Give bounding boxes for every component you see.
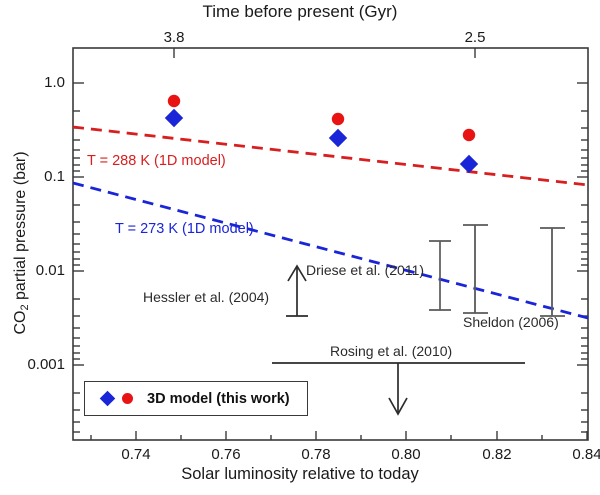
constraint-sheldon-2006-bar-b <box>540 227 565 317</box>
data-point-red-2 <box>331 112 345 126</box>
y-tick-label-0-01: 0.01 <box>35 262 65 279</box>
curve-label-273k: T = 273 K (1D model) <box>115 221 254 237</box>
x-tick-label-0-84: 0.84 <box>572 446 600 463</box>
trend-line-288k <box>72 125 589 187</box>
data-point-red-3 <box>462 128 476 142</box>
x-tick-label-0-78: 0.78 <box>301 446 331 463</box>
data-series-red-circles <box>167 94 476 142</box>
legend-blue-diamond-icon <box>99 390 116 407</box>
data-point-blue-2 <box>328 128 348 148</box>
annotation-driese-2011: Driese et al. (2011) <box>306 262 425 278</box>
data-point-red-1 <box>167 94 181 108</box>
top-axis-title: Time before present (Gyr) <box>202 2 398 21</box>
top-tick-label-2-5: 2.5 <box>464 29 486 46</box>
annotation-rosing-2010: Rosing et al. (2010) <box>330 343 453 359</box>
constraint-rosing-2010 <box>272 362 525 416</box>
axis-ticks <box>73 48 588 440</box>
bottom-axis-title: Solar luminosity relative to today <box>181 465 419 483</box>
data-series-blue-diamonds <box>164 108 479 174</box>
y-tick-label-0-001: 0.001 <box>27 356 65 373</box>
y-tick-label-1-0: 1.0 <box>44 74 65 91</box>
x-tick-label-0-74: 0.74 <box>121 446 151 463</box>
data-point-blue-1 <box>164 108 184 128</box>
y-tick-label-0-1: 0.1 <box>44 168 65 185</box>
legend-red-circle-icon <box>122 393 133 404</box>
x-tick-label-0-76: 0.76 <box>211 446 241 463</box>
curve-label-288k: T = 288 K (1D model) <box>87 153 226 169</box>
annotation-hessler-2004: Hessler et al. (2004) <box>143 289 270 305</box>
legend-label: 3D model (this work) <box>147 390 290 407</box>
x-tick-label-0-82: 0.82 <box>482 446 512 463</box>
x-tick-label-0-80: 0.80 <box>391 446 421 463</box>
constraint-hessler-2004 <box>286 264 308 317</box>
data-point-blue-3 <box>459 154 479 174</box>
top-tick-label-3-8: 3.8 <box>163 29 185 46</box>
constraint-sheldon-2006-bar-a <box>463 224 488 314</box>
chart-legend: 3D model (this work) <box>84 381 308 416</box>
constraint-driese-2011 <box>429 240 451 311</box>
annotation-sheldon-2006: Sheldon (2006) <box>463 314 559 330</box>
